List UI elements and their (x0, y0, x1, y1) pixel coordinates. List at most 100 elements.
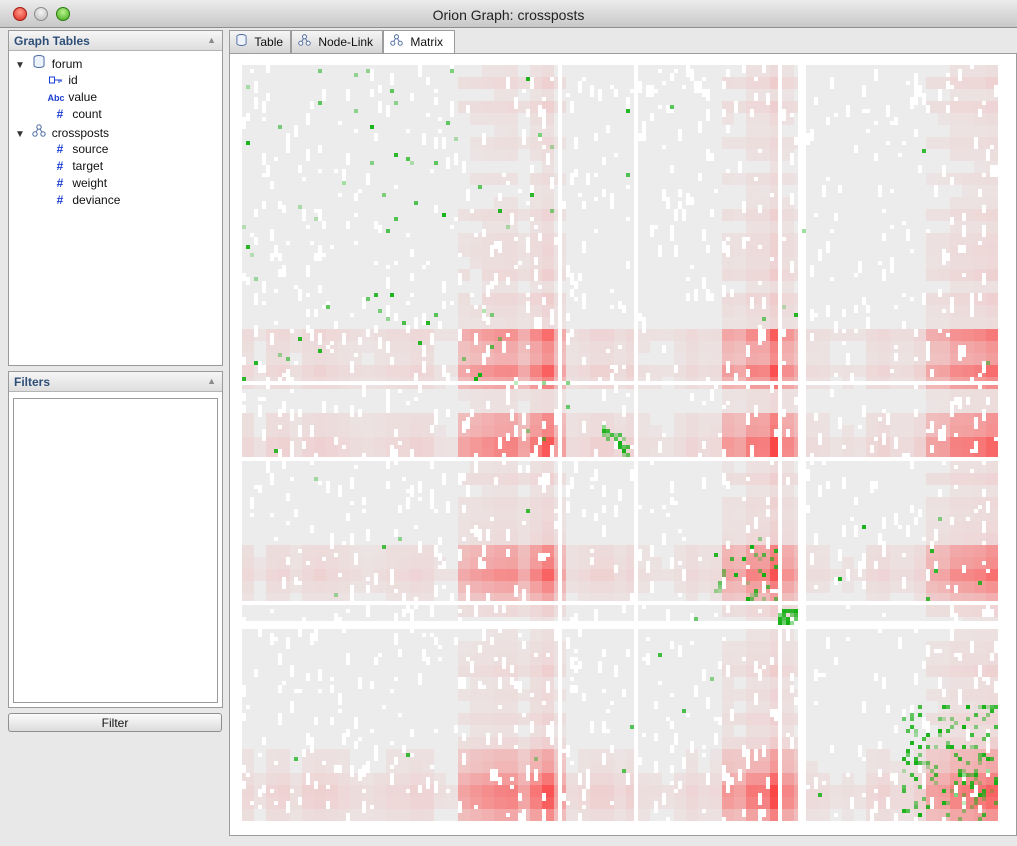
matrix-cell-block (542, 497, 554, 509)
matrix-cell-block (410, 569, 422, 581)
matrix-cell-block (350, 545, 362, 557)
matrix-empty-cell (978, 293, 982, 301)
matrix-cell-block (482, 605, 494, 617)
matrix-cell-block (506, 785, 518, 797)
matrix-empty-cell (542, 793, 546, 801)
matrix-empty-cell (282, 457, 286, 469)
matrix-empty-cell (850, 373, 854, 385)
matrix-cell-block (926, 497, 938, 509)
adjacency-matrix[interactable] (242, 65, 998, 821)
matrix-empty-cell (494, 273, 498, 285)
matrix-empty-cell (742, 809, 746, 817)
zoom-window-button[interactable] (56, 7, 70, 21)
matrix-empty-cell (310, 525, 314, 533)
matrix-empty-cell (722, 577, 726, 589)
collapse-icon[interactable]: ▲ (207, 35, 216, 45)
matrix-empty-cell (706, 109, 710, 121)
matrix-empty-cell (702, 89, 706, 97)
matrix-empty-cell (902, 293, 906, 297)
matrix-empty-cell (278, 253, 282, 261)
matrix-empty-cell (982, 609, 986, 617)
tab-table[interactable]: Table (229, 30, 291, 53)
minimize-window-button[interactable] (34, 7, 48, 21)
filters-list[interactable] (13, 398, 218, 703)
expand-arrow-icon[interactable]: ▼ (15, 129, 25, 140)
tree-table-forum[interactable]: ▼ forum (15, 55, 82, 72)
matrix-empty-cell (406, 789, 410, 793)
filter-button[interactable]: Filter (8, 713, 222, 732)
matrix-cell-block (542, 365, 554, 377)
matrix-cell-block (470, 497, 482, 509)
matrix-positive-cell (626, 109, 630, 113)
matrix-cell-block (866, 329, 878, 341)
tab-node-link[interactable]: Node-Link (291, 30, 383, 53)
close-window-button[interactable] (13, 7, 27, 21)
matrix-cell-block (926, 389, 938, 401)
tree-column-target[interactable]: # target (51, 158, 103, 175)
matrix-positive-cell (742, 557, 746, 561)
tree-column-value[interactable]: Abc value (47, 89, 97, 106)
matrix-empty-cell (714, 189, 718, 193)
matrix-cell-block (962, 689, 974, 701)
matrix-view[interactable] (229, 53, 1017, 836)
matrix-empty-cell (474, 605, 478, 617)
matrix-cell-block (878, 365, 890, 377)
matrix-empty-cell (294, 285, 298, 289)
matrix-cell-block (386, 797, 398, 809)
tree-column-source[interactable]: # source (51, 141, 109, 158)
matrix-empty-cell (758, 325, 762, 337)
matrix-cell-block (494, 533, 506, 545)
matrix-empty-cell (278, 377, 282, 381)
tree-column-deviance[interactable]: # deviance (51, 192, 121, 209)
tree-column-id[interactable]: id (47, 72, 78, 89)
matrix-positive-cell (626, 173, 630, 177)
filters-header[interactable]: Filters ▲ (9, 372, 222, 392)
matrix-cell-block (938, 533, 950, 545)
matrix-cell-block (506, 797, 518, 809)
matrix-cell-block (530, 281, 542, 293)
matrix-empty-cell (522, 641, 526, 649)
matrix-cell-block (938, 497, 950, 509)
matrix-empty-cell (298, 409, 302, 417)
matrix-empty-cell (946, 81, 950, 89)
matrix-cell-block (530, 197, 542, 209)
tree-column-weight[interactable]: # weight (51, 175, 107, 192)
tree-column-count[interactable]: # count (51, 106, 102, 123)
matrix-positive-cell (990, 789, 994, 793)
matrix-empty-cell (654, 761, 658, 773)
matrix-cell-block (338, 581, 350, 593)
matrix-cell-block (746, 497, 758, 509)
matrix-cell-block (458, 389, 470, 401)
matrix-cell-block (398, 809, 410, 821)
matrix-cell-block (938, 113, 950, 125)
matrix-empty-cell (418, 785, 422, 793)
matrix-empty-cell (366, 173, 370, 185)
matrix-cell-block (314, 581, 326, 593)
matrix-cell-block (782, 653, 794, 665)
matrix-cell-block (926, 137, 938, 149)
matrix-cell-block (494, 641, 506, 653)
matrix-empty-cell (702, 401, 706, 405)
matrix-positive-cell (762, 317, 766, 321)
matrix-empty-cell (938, 329, 942, 333)
tree-table-crossposts[interactable]: ▼ crossposts (15, 124, 109, 141)
matrix-empty-cell (958, 653, 962, 661)
graph-tables-header[interactable]: Graph Tables ▲ (9, 31, 222, 51)
matrix-cell-block (278, 545, 290, 557)
matrix-empty-cell (878, 741, 882, 749)
matrix-cell-block (470, 233, 482, 245)
matrix-empty-cell (462, 505, 466, 513)
collapse-icon[interactable]: ▲ (207, 376, 216, 386)
matrix-cell-block (482, 101, 494, 113)
matrix-cell-block (962, 185, 974, 197)
matrix-empty-cell (922, 537, 926, 541)
matrix-empty-cell (658, 69, 662, 73)
matrix-cell-block (650, 365, 662, 377)
expand-arrow-icon[interactable]: ▼ (15, 60, 25, 71)
matrix-positive-cell (370, 125, 374, 129)
matrix-empty-cell (638, 757, 642, 765)
matrix-empty-cell (702, 477, 706, 489)
graph-tables-title: Graph Tables (14, 34, 90, 48)
matrix-cell-block (602, 341, 614, 353)
tab-matrix[interactable]: Matrix (383, 30, 455, 54)
